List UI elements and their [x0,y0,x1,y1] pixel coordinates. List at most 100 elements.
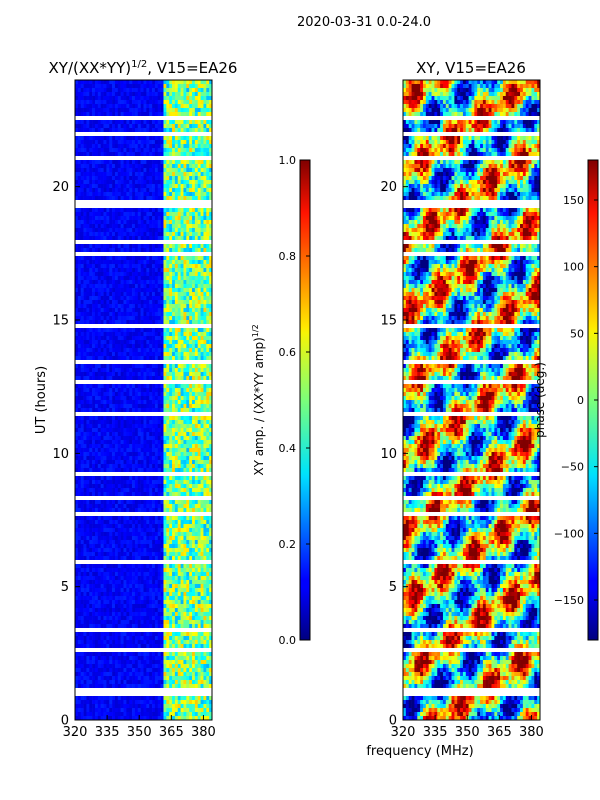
heatmap-cell [80,256,84,261]
heatmap-cell [186,248,190,253]
heatmap-cell [146,308,150,313]
heatmap-cell [192,188,196,193]
heatmap-cell [109,304,113,309]
heatmap-cell [112,236,116,241]
heatmap-cell [169,300,173,305]
heatmap-cell [109,164,113,169]
heatmap-cell [149,536,153,541]
heatmap-cell [157,504,161,509]
heatmap-cell [177,328,181,333]
heatmap-cell [132,540,136,545]
heatmap-cell [163,384,167,389]
heatmap-cell [200,228,204,233]
heatmap-cell [123,180,127,185]
heatmap-cell [129,548,133,553]
heatmap-cell [89,280,93,285]
heatmap-cell [97,388,101,393]
heatmap-cell [143,524,147,529]
heatmap-cell [177,500,181,505]
heatmap-cell [129,336,133,341]
heatmap-cell [92,460,96,465]
heatmap-cell [154,196,159,201]
heatmap-cell [89,504,93,509]
heatmap-cell [200,148,204,153]
heatmap-cell [94,416,99,421]
heatmap-cell [77,456,81,461]
heatmap-cell [146,288,150,293]
heatmap-cell [160,300,164,305]
heatmap-cell [109,308,113,313]
heatmap-cell [123,356,127,361]
heatmap-cell [177,208,181,213]
heatmap-cell [209,436,213,441]
heatmap-cell [103,468,107,473]
heatmap-cell [172,488,176,493]
heatmap-cell [80,456,84,461]
heatmap-cell [123,444,127,449]
heatmap-cell [114,480,119,485]
heatmap-cell [117,88,121,93]
heatmap-cell [75,216,79,221]
heatmap-cell [100,368,104,373]
heatmap-cell [114,484,119,489]
heatmap-cell [160,352,164,357]
heatmap-cell [157,352,161,357]
heatmap-cell [157,536,161,541]
heatmap-cell [137,144,141,149]
heatmap-cell [100,308,104,313]
heatmap-cell [146,376,150,381]
heatmap-cell [194,300,199,305]
heatmap-cell [194,444,199,449]
heatmap-cell [197,436,201,441]
heatmap-cell [209,272,213,277]
heatmap-cell [206,480,210,485]
heatmap-cell [166,248,170,253]
heatmap-cell [123,336,127,341]
heatmap-cell [97,280,101,285]
heatmap-cell [203,364,207,369]
heatmap-cell [206,280,210,285]
heatmap-cell [206,540,210,545]
heatmap-cell [117,476,121,481]
heatmap-cell [177,84,181,89]
heatmap-cell [180,332,184,337]
heatmap-cell [157,224,161,229]
heatmap-cell [209,344,213,349]
heatmap-cell [126,316,130,321]
heatmap-cell [132,316,136,321]
heatmap-cell [120,272,124,277]
heatmap-cell [106,180,110,185]
heatmap-cell [100,180,104,185]
heatmap-cell [206,432,210,437]
heatmap-cell [112,88,116,93]
heatmap-cell [154,140,159,145]
heatmap-cell [177,384,181,389]
heatmap-cell [132,332,136,337]
heatmap-cell [172,144,176,149]
heatmap-cell [166,344,170,349]
heatmap-cell [106,336,110,341]
heatmap-cell [169,348,173,353]
heatmap-cell [169,352,173,357]
heatmap-cell [154,536,159,541]
heatmap-cell [120,120,124,125]
heatmap-cell [114,84,119,89]
heatmap-cell [177,220,181,225]
heatmap-cell [203,376,207,381]
heatmap-cell [172,112,176,117]
heatmap-cell [123,216,127,221]
heatmap-cell [177,448,181,453]
heatmap-cell [86,476,90,481]
heatmap-cell [137,408,141,413]
heatmap-cell [112,416,116,421]
heatmap-cell [137,544,141,549]
heatmap-cell [152,448,156,453]
heatmap-cell [117,296,121,301]
heatmap-cell [203,144,207,149]
heatmap-cell [103,148,107,153]
heatmap-cell [126,312,130,317]
heatmap-cell [194,464,199,469]
heatmap-cell [194,492,199,497]
heatmap-cell [186,508,190,513]
heatmap-cell [129,376,133,381]
